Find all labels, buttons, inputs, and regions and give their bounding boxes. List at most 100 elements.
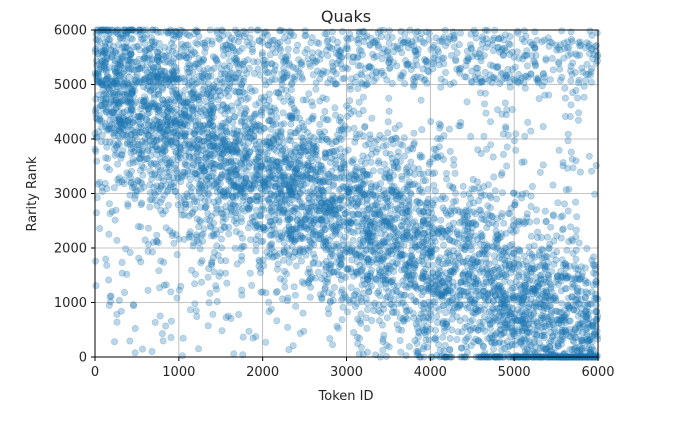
scatter-point [255, 139, 263, 147]
scatter-point [441, 283, 449, 291]
scatter-point [261, 187, 269, 195]
scatter-point [259, 38, 267, 46]
scatter-point [490, 345, 498, 353]
scatter-point [172, 187, 180, 195]
scatter-point [238, 117, 246, 125]
scatter-point [446, 346, 454, 354]
scatter-point [226, 167, 234, 175]
scatter-point [240, 143, 248, 151]
scatter-point [308, 34, 316, 42]
scatter-point [332, 163, 340, 171]
scatter-point [173, 112, 181, 120]
scatter-point [564, 130, 572, 138]
scatter-point [579, 323, 587, 331]
scatter-point [445, 125, 453, 133]
scatter-point [353, 164, 361, 172]
scatter-point [521, 348, 529, 356]
scatter-point [265, 41, 273, 49]
scatter-point [429, 155, 437, 163]
scatter-point [127, 105, 135, 113]
scatter-point [309, 71, 317, 79]
scatter-point [538, 312, 546, 320]
scatter-point [307, 283, 315, 291]
scatter-point [251, 212, 259, 220]
scatter-point [398, 209, 406, 217]
scatter-point [456, 29, 464, 37]
scatter-point [536, 272, 544, 280]
scatter-point [552, 297, 560, 305]
scatter-point [416, 153, 424, 161]
scatter-point [555, 316, 563, 324]
scatter-point [231, 139, 239, 147]
scatter-point [543, 253, 551, 261]
scatter-point [326, 247, 334, 255]
scatter-point [425, 336, 433, 344]
scatter-point [181, 172, 189, 180]
scatter-point [512, 317, 520, 325]
scatter-point [415, 165, 423, 173]
scatter-point [269, 45, 277, 53]
scatter-point [311, 58, 319, 66]
scatter-point [126, 160, 134, 168]
scatter-point [323, 217, 331, 225]
scatter-point [500, 219, 508, 227]
scatter-point [472, 75, 480, 83]
scatter-point [402, 260, 410, 268]
scatter-point [589, 346, 597, 354]
scatter-point [299, 309, 307, 317]
scatter-point [292, 65, 300, 73]
scatter-point [484, 335, 492, 343]
scatter-point [520, 38, 528, 46]
scatter-point [235, 310, 243, 318]
scatter-point [170, 128, 178, 136]
scatter-point [491, 187, 499, 195]
scatter-point [212, 282, 220, 290]
scatter-point [545, 91, 553, 99]
scatter-point [340, 74, 348, 82]
scatter-point [446, 334, 454, 342]
scatter-point [213, 188, 221, 196]
scatter-point [359, 107, 367, 115]
scatter-point [466, 318, 474, 326]
scatter-point [225, 230, 233, 238]
scatter-point [451, 264, 459, 272]
scatter-point [385, 94, 393, 102]
scatter-point [326, 203, 334, 211]
scatter-point [458, 328, 466, 336]
scatter-point [526, 276, 534, 284]
scatter-point [259, 256, 267, 264]
scatter-point [209, 310, 217, 318]
scatter-point [265, 78, 273, 86]
scatter-point [102, 107, 110, 115]
scatter-point [143, 61, 151, 69]
scatter-point [554, 339, 562, 347]
scatter-point [265, 138, 273, 146]
scatter-point [196, 245, 204, 253]
scatter-point [99, 105, 107, 113]
scatter-point [209, 122, 217, 130]
scatter-point [120, 121, 128, 129]
scatter-point [230, 36, 238, 44]
scatter-point [487, 118, 495, 126]
scatter-point [456, 317, 464, 325]
scatter-point [533, 217, 541, 225]
scatter-point [376, 27, 384, 35]
scatter-point [542, 55, 550, 63]
scatter-point [449, 225, 457, 233]
scatter-point [549, 251, 557, 259]
scatter-point [561, 285, 569, 293]
scatter-point [424, 304, 432, 312]
scatter-point [403, 61, 411, 69]
scatter-point [538, 245, 546, 253]
scatter-point [183, 54, 191, 62]
scatter-point [521, 279, 529, 287]
scatter-point [122, 44, 130, 52]
scatter-point [503, 106, 511, 114]
scatter-point [396, 252, 404, 260]
scatter-point [148, 347, 156, 355]
scatter-point [525, 314, 533, 322]
scatter-point [574, 266, 582, 274]
scatter-point [146, 137, 154, 145]
scatter-point [466, 242, 474, 250]
scatter-point [427, 238, 435, 246]
